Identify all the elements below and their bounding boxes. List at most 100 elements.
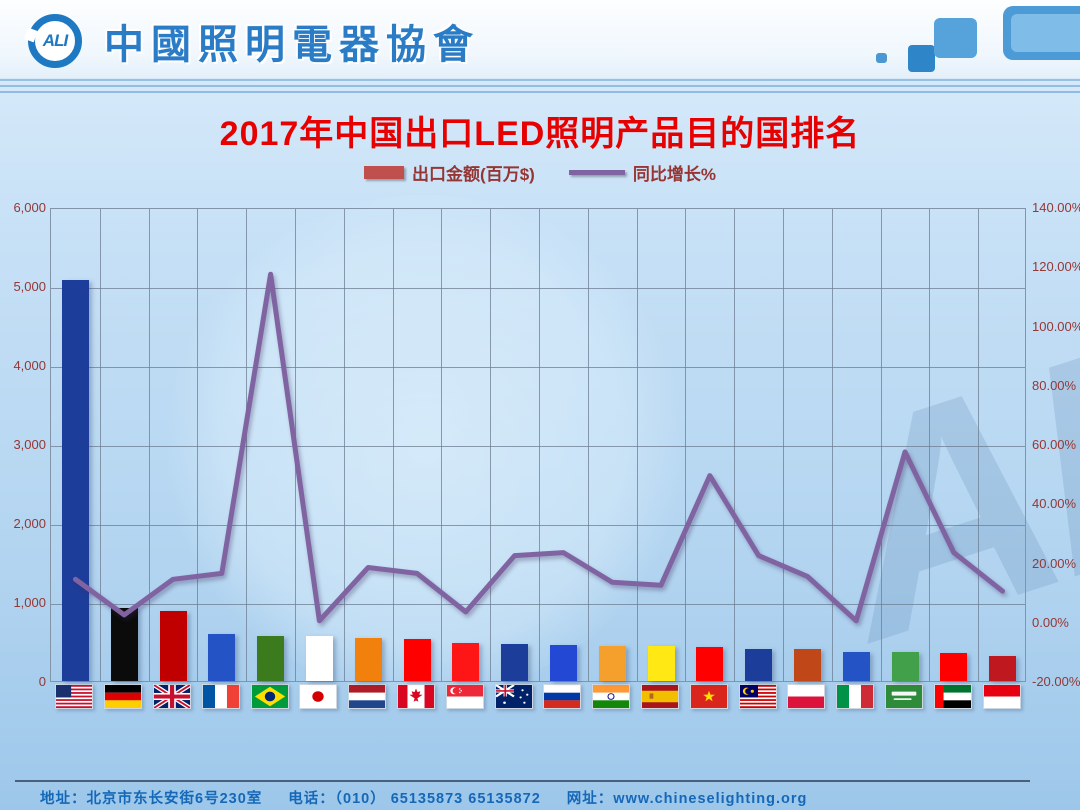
- deco-square-corner: [1003, 6, 1080, 60]
- gridline-vertical: [539, 209, 540, 681]
- gridline-vertical: [99, 209, 101, 681]
- deco-square-small: [876, 53, 887, 63]
- gridline-vertical: [148, 209, 150, 681]
- flag-nl: [348, 684, 387, 709]
- gridline-horizontal: [51, 288, 1025, 289]
- gridline-horizontal: [51, 604, 1025, 605]
- gridline-vertical: [636, 209, 638, 681]
- org-logo: ALI 中國照明電器協會: [24, 12, 480, 70]
- left-axis-tick: 1,000: [13, 595, 46, 610]
- gridline-vertical: [880, 209, 882, 681]
- legend-bar-label: 出口金额(百万$): [412, 165, 535, 184]
- left-axis-tick: 2,000: [13, 516, 46, 531]
- growth-line: [72, 271, 1006, 624]
- flag-fr: [201, 684, 240, 709]
- logo-ali-text: ALI: [42, 31, 68, 50]
- bar-fr: [208, 634, 236, 681]
- deco-square-corner-inner: [1011, 14, 1080, 52]
- bottom-band: ALI China Association of Lighting Indust…: [0, 733, 1080, 780]
- right-axis-tick: 60.00%: [1032, 437, 1077, 452]
- legend-bar-swatch: [364, 166, 405, 179]
- legend-line-label: 同比增长%: [632, 165, 716, 184]
- footer-contact: 地址：北京市东长安街6号230室 电话：（010） 65135873 65135…: [40, 787, 1060, 808]
- right-axis-tick: 20.00%: [1032, 555, 1077, 571]
- plot-area: [50, 208, 1026, 682]
- cali-logo-icon: ALI: [24, 14, 82, 68]
- right-axis-tick: 0.00%: [1032, 614, 1069, 630]
- bar-us: [61, 279, 89, 681]
- gridline-vertical: [343, 209, 345, 681]
- bar-my: [745, 648, 773, 681]
- legend-line-swatch: [568, 170, 625, 175]
- deco-square-medium: [908, 45, 935, 72]
- flag-my: [738, 684, 777, 709]
- gridline-vertical: [783, 209, 784, 681]
- left-axis-tick: 6,000: [13, 200, 46, 215]
- bar-it: [842, 651, 870, 681]
- legend-item-growth: 同比增长%: [568, 160, 716, 185]
- flag-ru: [543, 684, 582, 709]
- watermark-circle: [165, 195, 685, 695]
- bar-br: [257, 635, 285, 681]
- bar-sg: [452, 643, 480, 681]
- gridline-vertical: [441, 209, 443, 681]
- gridline-vertical: [490, 209, 492, 681]
- gridline-vertical: [197, 209, 199, 681]
- gridline-horizontal: [51, 367, 1025, 368]
- right-axis-tick: 80.00%: [1032, 377, 1077, 393]
- flag-id: [982, 684, 1021, 709]
- org-name-chinese: 中國照明電器協會: [104, 23, 480, 67]
- right-axis-tick: 100.00%: [1032, 318, 1080, 334]
- flag-it: [836, 684, 875, 709]
- bar-in: [598, 645, 626, 681]
- legend-item-export: 出口金额(百万$): [364, 160, 535, 185]
- chart-legend: 出口金额(百万$) 同比增长%: [0, 160, 1080, 185]
- left-axis-tick: 5,000: [13, 279, 46, 294]
- bar-gb: [159, 610, 187, 681]
- bar-vn: [696, 647, 724, 681]
- flag-gb: [153, 684, 191, 709]
- gridline-horizontal: [51, 446, 1025, 447]
- logo-c-gap: [24, 27, 38, 43]
- gridline-vertical: [685, 209, 687, 681]
- right-axis-tick: -20.00%: [1032, 674, 1080, 689]
- bar-au: [501, 644, 529, 681]
- flag-vn: [689, 684, 728, 709]
- gridline-vertical: [978, 209, 980, 681]
- bar-es: [647, 646, 675, 681]
- page-title: 2017年中国出口LED照明产品目的国排名: [219, 115, 861, 153]
- bar-jp: [305, 636, 333, 681]
- gridline-horizontal: [51, 525, 1025, 526]
- bar-ca: [403, 639, 431, 681]
- left-axis-tick: 0: [38, 674, 46, 689]
- bar-id: [989, 656, 1017, 681]
- left-axis-tick: 3,000: [13, 437, 46, 452]
- left-axis-tick: 4,000: [13, 358, 46, 373]
- footer-address: 地址：北京市东长安街6号230室: [40, 791, 263, 807]
- gridline-vertical: [392, 209, 394, 681]
- gridline-vertical: [929, 209, 931, 681]
- bar-nl: [354, 637, 382, 681]
- right-axis-tick: 140.00%: [1032, 200, 1080, 215]
- flag-pl: [787, 684, 826, 709]
- header-bar: ALI 中國照明電器協會: [0, 0, 1080, 78]
- bar-ru: [549, 644, 577, 681]
- gridline-vertical: [246, 209, 248, 681]
- footer-divider: [15, 780, 1030, 782]
- right-axis-tick: 40.00%: [1032, 496, 1077, 512]
- flag-au: [494, 684, 533, 709]
- deco-square-large: [934, 18, 977, 58]
- gridline-vertical: [734, 209, 736, 681]
- gridline-vertical: [587, 209, 589, 681]
- flag-sg: [445, 684, 484, 709]
- gridline-vertical: [831, 209, 833, 681]
- flag-in: [592, 684, 631, 709]
- bar-ae: [940, 653, 968, 681]
- flag-br: [250, 684, 289, 709]
- flag-ae: [933, 684, 972, 709]
- bar-sa: [891, 652, 919, 681]
- flag-es: [641, 684, 679, 709]
- bar-pl: [793, 649, 821, 681]
- footer-phone: 电话：（010） 65135873 65135872: [288, 791, 541, 807]
